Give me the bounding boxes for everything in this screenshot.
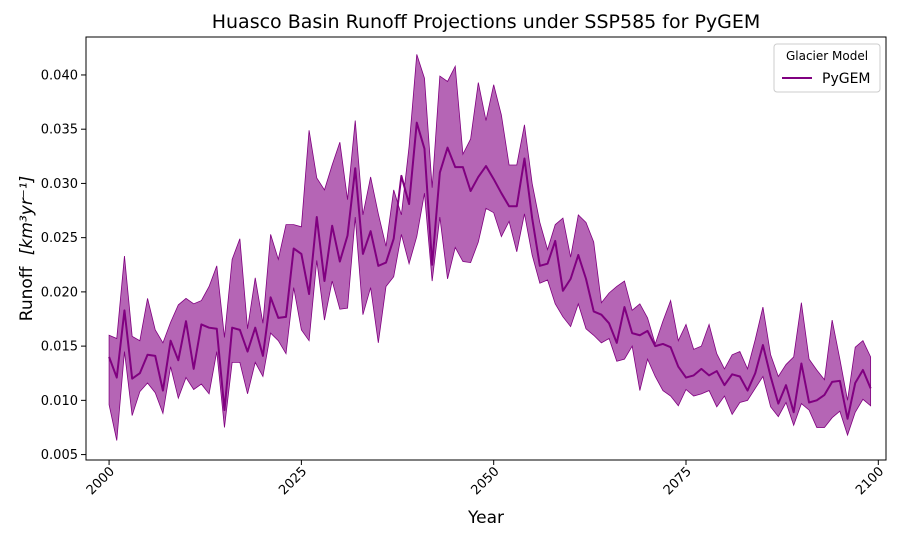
legend-box (773, 43, 881, 93)
x-tick-label: 2025 (276, 464, 310, 498)
y-axis-unit: [km³yr⁻¹] (17, 176, 37, 255)
y-tick-label: 0.040 (41, 68, 78, 83)
y-tick-label: 0.005 (41, 448, 78, 463)
legend-label-pygem: PyGEM (822, 71, 871, 87)
y-tick-label: 0.035 (41, 123, 78, 138)
legend-title: Glacier Model (786, 49, 868, 63)
y-tick-label: 0.020 (41, 285, 78, 300)
y-tick-label: 0.025 (41, 231, 78, 246)
y-axis-title: Runoff [km³yr⁻¹] (17, 176, 37, 321)
x-tick-label: 2100 (853, 464, 887, 498)
y-axis: 0.005 0.010 0.015 0.020 0.025 0.030 0.035 0.040 (41, 68, 86, 463)
x-tick-label: 2075 (661, 464, 695, 498)
y-tick-label: 0.010 (41, 394, 78, 409)
plot-area (85, 36, 887, 461)
x-axis: 2000 2025 2050 2075 2100 (84, 460, 887, 498)
x-tick-label: 2050 (469, 464, 503, 498)
plot-frame (85, 36, 887, 461)
x-tick-label: 2000 (84, 464, 118, 498)
legend: Glacier Model PyGEM (773, 43, 881, 93)
chart-title: Huasco Basin Runoff Projections under SS… (212, 11, 761, 33)
x-axis-title: Year (467, 508, 504, 528)
y-axis-title-text: Runoff (17, 265, 37, 321)
series-line-pygem (108, 121, 872, 420)
runoff-uncertainty-band (108, 54, 872, 441)
y-tick-label: 0.015 (41, 340, 78, 355)
y-tick-label: 0.030 (41, 177, 78, 192)
